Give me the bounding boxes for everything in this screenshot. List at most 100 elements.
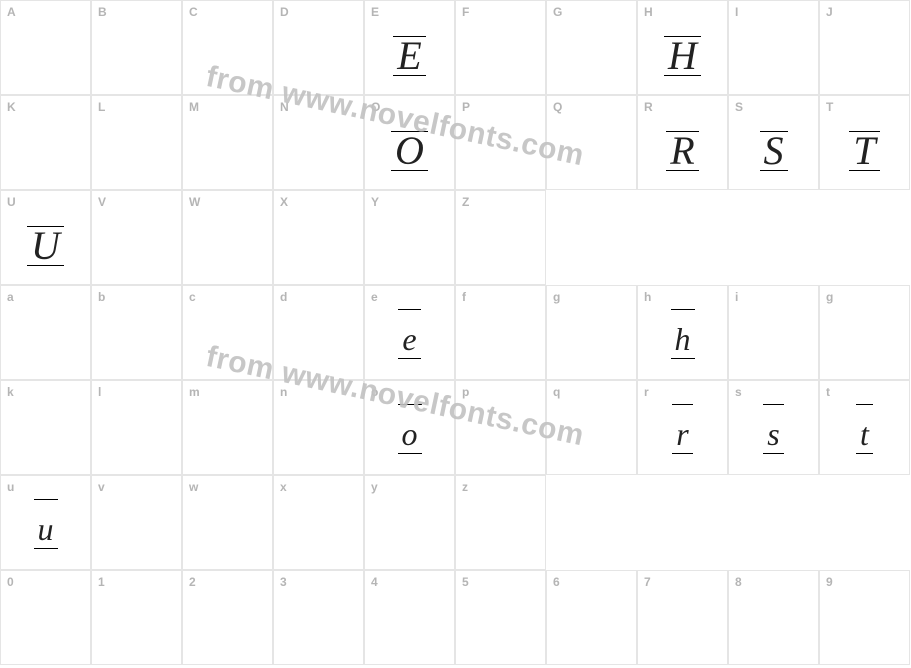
cell-label: i	[735, 290, 738, 304]
glyph-cell: 6	[546, 570, 637, 665]
cell-label: E	[371, 5, 379, 19]
cell-label: I	[735, 5, 738, 19]
glyph: E	[397, 36, 421, 76]
glyph-cell: 7	[637, 570, 728, 665]
cell-label: G	[553, 5, 562, 19]
cell-label: J	[826, 5, 833, 19]
cell-label: P	[462, 100, 470, 114]
glyph-cell	[819, 475, 910, 570]
glyph-cell: i	[728, 285, 819, 380]
cell-label: R	[644, 100, 653, 114]
glyph-cell: W	[182, 190, 273, 285]
cell-label: s	[735, 385, 742, 399]
glyph-cell: rr	[637, 380, 728, 475]
glyph-cell: q	[546, 380, 637, 475]
glyph-cell: p	[455, 380, 546, 475]
glyph-cell	[819, 190, 910, 285]
glyph-cell: RR	[637, 95, 728, 190]
glyph: u	[38, 513, 54, 545]
cell-label: F	[462, 5, 469, 19]
glyph-cell: ss	[728, 380, 819, 475]
glyph-cell: x	[273, 475, 364, 570]
glyph-cell: a	[0, 285, 91, 380]
cell-label: x	[280, 480, 287, 494]
cell-label: p	[462, 385, 469, 399]
glyph-cell: m	[182, 380, 273, 475]
glyph-cell: 4	[364, 570, 455, 665]
glyph-cell: ee	[364, 285, 455, 380]
glyph: U	[31, 226, 60, 266]
cell-label: X	[280, 195, 288, 209]
cell-label: g	[553, 290, 560, 304]
glyph-cell: HH	[637, 0, 728, 95]
cell-label: W	[189, 195, 200, 209]
cell-label: Q	[553, 100, 562, 114]
glyph-cell	[637, 190, 728, 285]
cell-label: 0	[7, 575, 14, 589]
glyph-cell: f	[455, 285, 546, 380]
cell-label: q	[553, 385, 560, 399]
cell-label: O	[371, 100, 380, 114]
glyph-cell: Y	[364, 190, 455, 285]
glyph-cell	[637, 475, 728, 570]
glyph-cell: I	[728, 0, 819, 95]
cell-label: Y	[371, 195, 379, 209]
glyph-cell: n	[273, 380, 364, 475]
glyph-cell: C	[182, 0, 273, 95]
glyph-cell: L	[91, 95, 182, 190]
glyph: o	[402, 418, 418, 450]
cell-label: e	[371, 290, 378, 304]
glyph: t	[860, 418, 869, 450]
glyph-cell: tt	[819, 380, 910, 475]
cell-label: u	[7, 480, 14, 494]
glyph-cell: Z	[455, 190, 546, 285]
glyph-cell: uu	[0, 475, 91, 570]
cell-label: 2	[189, 575, 196, 589]
cell-label: d	[280, 290, 287, 304]
cell-label: k	[7, 385, 14, 399]
cell-label: 3	[280, 575, 287, 589]
cell-label: t	[826, 385, 830, 399]
glyph-cell: B	[91, 0, 182, 95]
cell-label: m	[189, 385, 200, 399]
glyph-cell	[728, 475, 819, 570]
glyph-cell: EE	[364, 0, 455, 95]
glyph-cell: 2	[182, 570, 273, 665]
cell-label: z	[462, 480, 468, 494]
cell-label: f	[462, 290, 466, 304]
glyph-table: ABCDEEFGHHIJKLMNOOPQRRSSTTUUVWXYZabcdeef…	[0, 0, 910, 665]
cell-label: 5	[462, 575, 469, 589]
glyph-cell	[546, 190, 637, 285]
cell-label: K	[7, 100, 16, 114]
glyph: h	[675, 323, 691, 355]
glyph-cell: 5	[455, 570, 546, 665]
glyph: O	[395, 131, 424, 171]
glyph-cell: l	[91, 380, 182, 475]
glyph-cell: w	[182, 475, 273, 570]
cell-label: l	[98, 385, 101, 399]
glyph-cell: UU	[0, 190, 91, 285]
glyph-cell: K	[0, 95, 91, 190]
glyph-cell: X	[273, 190, 364, 285]
glyph-cell: TT	[819, 95, 910, 190]
glyph-cell: d	[273, 285, 364, 380]
cell-label: H	[644, 5, 653, 19]
glyph-cell: k	[0, 380, 91, 475]
cell-label: V	[98, 195, 106, 209]
cell-label: y	[371, 480, 378, 494]
cell-label: g	[826, 290, 833, 304]
cell-label: 7	[644, 575, 651, 589]
glyph-cell: v	[91, 475, 182, 570]
glyph-cell: 1	[91, 570, 182, 665]
glyph: e	[402, 323, 416, 355]
glyph-cell: oo	[364, 380, 455, 475]
glyph-cell: A	[0, 0, 91, 95]
cell-label: c	[189, 290, 196, 304]
cell-label: 9	[826, 575, 833, 589]
cell-label: 6	[553, 575, 560, 589]
glyph-cell: F	[455, 0, 546, 95]
glyph-cell: Q	[546, 95, 637, 190]
glyph: H	[668, 36, 697, 76]
glyph-cell	[546, 475, 637, 570]
glyph-cell: D	[273, 0, 364, 95]
